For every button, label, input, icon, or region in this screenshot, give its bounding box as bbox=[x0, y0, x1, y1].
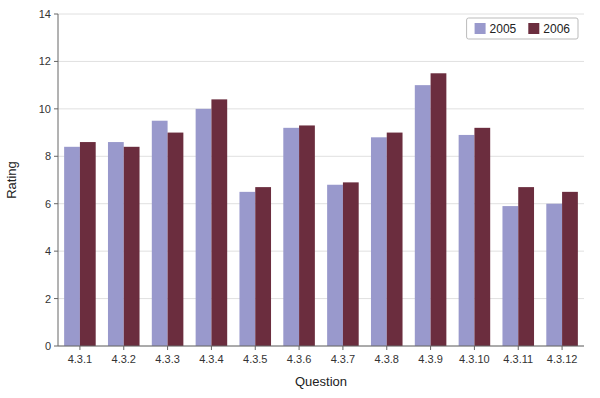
grid bbox=[58, 14, 584, 346]
bar bbox=[152, 121, 168, 346]
y-axis-label: Rating bbox=[4, 161, 19, 199]
x-tick bbox=[474, 346, 475, 350]
y-tick-label: 4 bbox=[45, 245, 51, 257]
bar bbox=[64, 147, 80, 346]
bar bbox=[299, 125, 315, 346]
grid-line bbox=[58, 61, 584, 62]
bar bbox=[283, 128, 299, 346]
x-tick bbox=[386, 346, 387, 350]
y-tick-label: 12 bbox=[39, 55, 51, 67]
x-tick bbox=[562, 346, 563, 350]
x-axis-line bbox=[58, 346, 584, 347]
legend: 2005 2006 bbox=[467, 18, 578, 39]
bar bbox=[387, 133, 403, 346]
x-tick-label: 4.3.3 bbox=[155, 353, 179, 365]
x-tick bbox=[299, 346, 300, 350]
x-tick-label: 4.3.1 bbox=[68, 353, 92, 365]
x-tick bbox=[123, 346, 124, 350]
x-tick bbox=[255, 346, 256, 350]
x-tick bbox=[430, 346, 431, 350]
y-tick bbox=[54, 14, 58, 15]
x-tick-label: 4.3.4 bbox=[199, 353, 223, 365]
x-tick-label: 4.3.9 bbox=[418, 353, 442, 365]
bar bbox=[546, 204, 562, 346]
x-tick-label: 4.3.12 bbox=[547, 353, 578, 365]
y-tick bbox=[54, 108, 58, 109]
y-axis-line bbox=[58, 14, 59, 346]
legend-swatch bbox=[528, 23, 539, 34]
bar bbox=[327, 185, 343, 346]
y-tick bbox=[54, 346, 58, 347]
x-tick-label: 4.3.6 bbox=[287, 353, 311, 365]
y-tick-label: 2 bbox=[45, 293, 51, 305]
bar bbox=[474, 128, 490, 346]
bar bbox=[562, 192, 578, 346]
x-tick-label: 4.3.8 bbox=[375, 353, 399, 365]
y-tick-label: 14 bbox=[39, 8, 51, 20]
x-tick-label: 4.3.7 bbox=[331, 353, 355, 365]
bar bbox=[459, 135, 475, 346]
bar bbox=[80, 142, 96, 346]
bar bbox=[124, 147, 140, 346]
y-tick-label: 6 bbox=[45, 198, 51, 210]
legend-label: 2006 bbox=[543, 22, 570, 36]
legend-box bbox=[467, 18, 578, 39]
y-tick bbox=[54, 298, 58, 299]
chart-container: 0 2 4 6 8 10 12 14 4.3.1 4.3.2 4.3.3 4.3.4 4.3.5 4.3.… bbox=[0, 0, 600, 398]
bar bbox=[108, 142, 124, 346]
legend-label: 2005 bbox=[490, 22, 517, 36]
y-tick-label: 8 bbox=[45, 150, 51, 162]
bar bbox=[518, 187, 534, 346]
y-tick bbox=[54, 251, 58, 252]
x-tick bbox=[167, 346, 168, 350]
bars bbox=[64, 73, 578, 346]
bar bbox=[255, 187, 271, 346]
y-tick-label: 0 bbox=[45, 340, 51, 352]
x-tick-label: 4.3.11 bbox=[503, 353, 533, 365]
bar bbox=[343, 182, 359, 346]
bar bbox=[415, 85, 431, 346]
x-tick bbox=[518, 346, 519, 350]
bar bbox=[371, 137, 387, 346]
y-tick-label: 10 bbox=[39, 103, 51, 115]
y-tick bbox=[54, 203, 58, 204]
chart-svg: 0 2 4 6 8 10 12 14 4.3.1 4.3.2 4.3.3 4.3.4 4.3.5 4.3.… bbox=[0, 0, 600, 398]
grid-line bbox=[58, 14, 584, 15]
bar bbox=[431, 73, 447, 346]
x-tick bbox=[79, 346, 80, 350]
x-tick bbox=[342, 346, 343, 350]
bar bbox=[196, 109, 212, 346]
bar bbox=[239, 192, 255, 346]
x-tick-label: 4.3.2 bbox=[112, 353, 136, 365]
y-tick bbox=[54, 156, 58, 157]
x-tick-label: 4.3.10 bbox=[459, 353, 490, 365]
grid-line bbox=[58, 108, 584, 109]
x-tick bbox=[211, 346, 212, 350]
bar bbox=[211, 99, 227, 346]
bar bbox=[168, 133, 184, 346]
bar bbox=[502, 206, 518, 346]
x-axis-label: Question bbox=[295, 374, 347, 389]
x-tick-label: 4.3.5 bbox=[243, 353, 267, 365]
legend-swatch bbox=[475, 23, 486, 34]
grid-line bbox=[58, 346, 584, 347]
y-tick bbox=[54, 61, 58, 62]
